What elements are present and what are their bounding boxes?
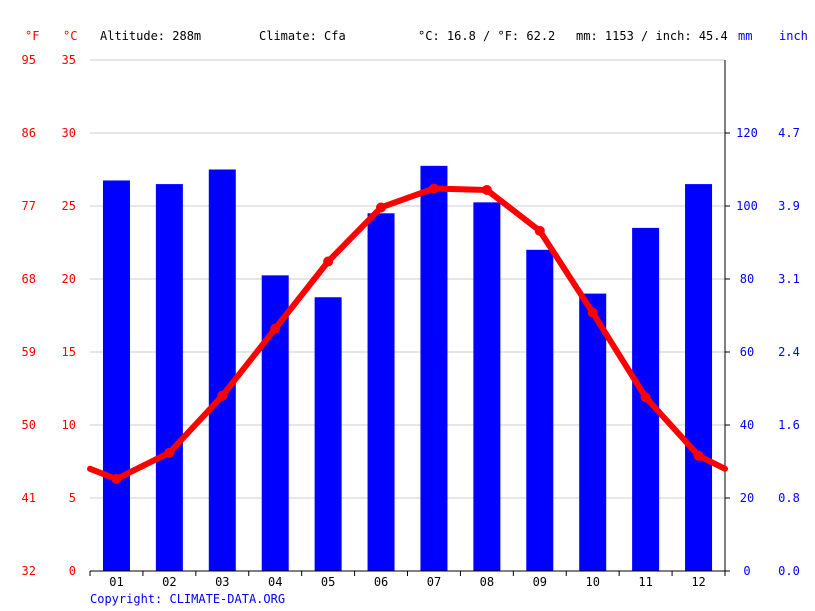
total-precipitation-label: mm: 1153 / inch: 45.4 [576, 29, 728, 43]
inch-unit-label: inch [779, 29, 808, 43]
month-label: 10 [585, 575, 599, 589]
celsius-tick-label: 10 [62, 418, 76, 432]
precipitation-bar [102, 180, 130, 571]
mm-tick-label: 60 [740, 345, 754, 359]
average-temperature-label: °C: 16.8 / °F: 62.2 [418, 29, 556, 43]
fahrenheit-tick-label: 77 [22, 199, 36, 213]
climate-label: Climate: Cfa [259, 29, 346, 43]
precipitation-bar [420, 165, 448, 571]
temperature-point [693, 450, 704, 461]
fahrenheit-tick-label: 86 [22, 126, 36, 140]
precipitation-bar [208, 169, 236, 571]
altitude-label: Altitude: 288m [100, 29, 202, 43]
celsius-tick-label: 35 [62, 53, 76, 67]
celsius-tick-label: 25 [62, 199, 76, 213]
precipitation-bar [526, 249, 554, 572]
temperature-point [111, 474, 122, 485]
temperature-point [587, 307, 598, 318]
temperature-point [534, 225, 545, 236]
month-label: 12 [691, 575, 705, 589]
mm-tick-label: 20 [740, 491, 754, 505]
mm-tick-label: 100 [736, 199, 758, 213]
inch-tick-label: 0.8 [778, 491, 800, 505]
mm-unit-label: mm [738, 29, 753, 43]
inch-tick-label: 3.9 [778, 199, 800, 213]
precipitation-bar [367, 213, 395, 572]
celsius-tick-label: 20 [62, 272, 76, 286]
fahrenheit-unit-label: °F [25, 29, 40, 43]
temperature-point [270, 323, 281, 334]
mm-tick-label: 80 [740, 272, 754, 286]
inch-tick-label: 4.7 [778, 126, 800, 140]
month-label: 06 [374, 575, 388, 589]
month-label: 07 [427, 575, 441, 589]
celsius-tick-label: 30 [62, 126, 76, 140]
copyright-link[interactable]: Copyright: CLIMATE-DATA.ORG [90, 592, 286, 606]
precipitation-bar [473, 202, 501, 571]
temperature-point [164, 447, 175, 458]
precipitation-bar [155, 184, 183, 571]
fahrenheit-tick-label: 32 [22, 564, 36, 578]
inch-tick-label: 0.0 [778, 564, 800, 578]
month-label: 01 [109, 575, 123, 589]
celsius-unit-label: °C [63, 29, 78, 43]
celsius-tick-label: 5 [69, 491, 76, 505]
inch-tick-label: 1.6 [778, 418, 800, 432]
inch-tick-label: 3.1 [778, 272, 800, 286]
month-label: 05 [321, 575, 335, 589]
temperature-point [640, 392, 651, 403]
celsius-tick-label: 15 [62, 345, 76, 359]
fahrenheit-tick-label: 50 [22, 418, 36, 432]
inch-tick-label: 2.4 [778, 345, 800, 359]
month-label: 03 [215, 575, 229, 589]
precipitation-bar [579, 293, 607, 571]
mm-tick-label: 0 [743, 564, 750, 578]
fahrenheit-tick-label: 59 [22, 345, 36, 359]
fahrenheit-tick-label: 95 [22, 53, 36, 67]
month-label: 09 [533, 575, 547, 589]
month-label: 02 [162, 575, 176, 589]
month-label: 08 [480, 575, 494, 589]
mm-tick-label: 120 [736, 126, 758, 140]
fahrenheit-tick-label: 41 [22, 491, 36, 505]
temperature-point [428, 183, 439, 194]
month-label: 11 [638, 575, 652, 589]
precipitation-bar [685, 184, 713, 571]
fahrenheit-tick-label: 68 [22, 272, 36, 286]
celsius-tick-label: 0 [69, 564, 76, 578]
precipitation-bar [314, 297, 342, 571]
month-label: 04 [268, 575, 282, 589]
temperature-point [376, 202, 387, 213]
temperature-point [323, 256, 334, 267]
temperature-line [87, 185, 728, 483]
mm-tick-label: 40 [740, 418, 754, 432]
temperature-point [217, 390, 228, 401]
temperature-point [481, 184, 492, 195]
